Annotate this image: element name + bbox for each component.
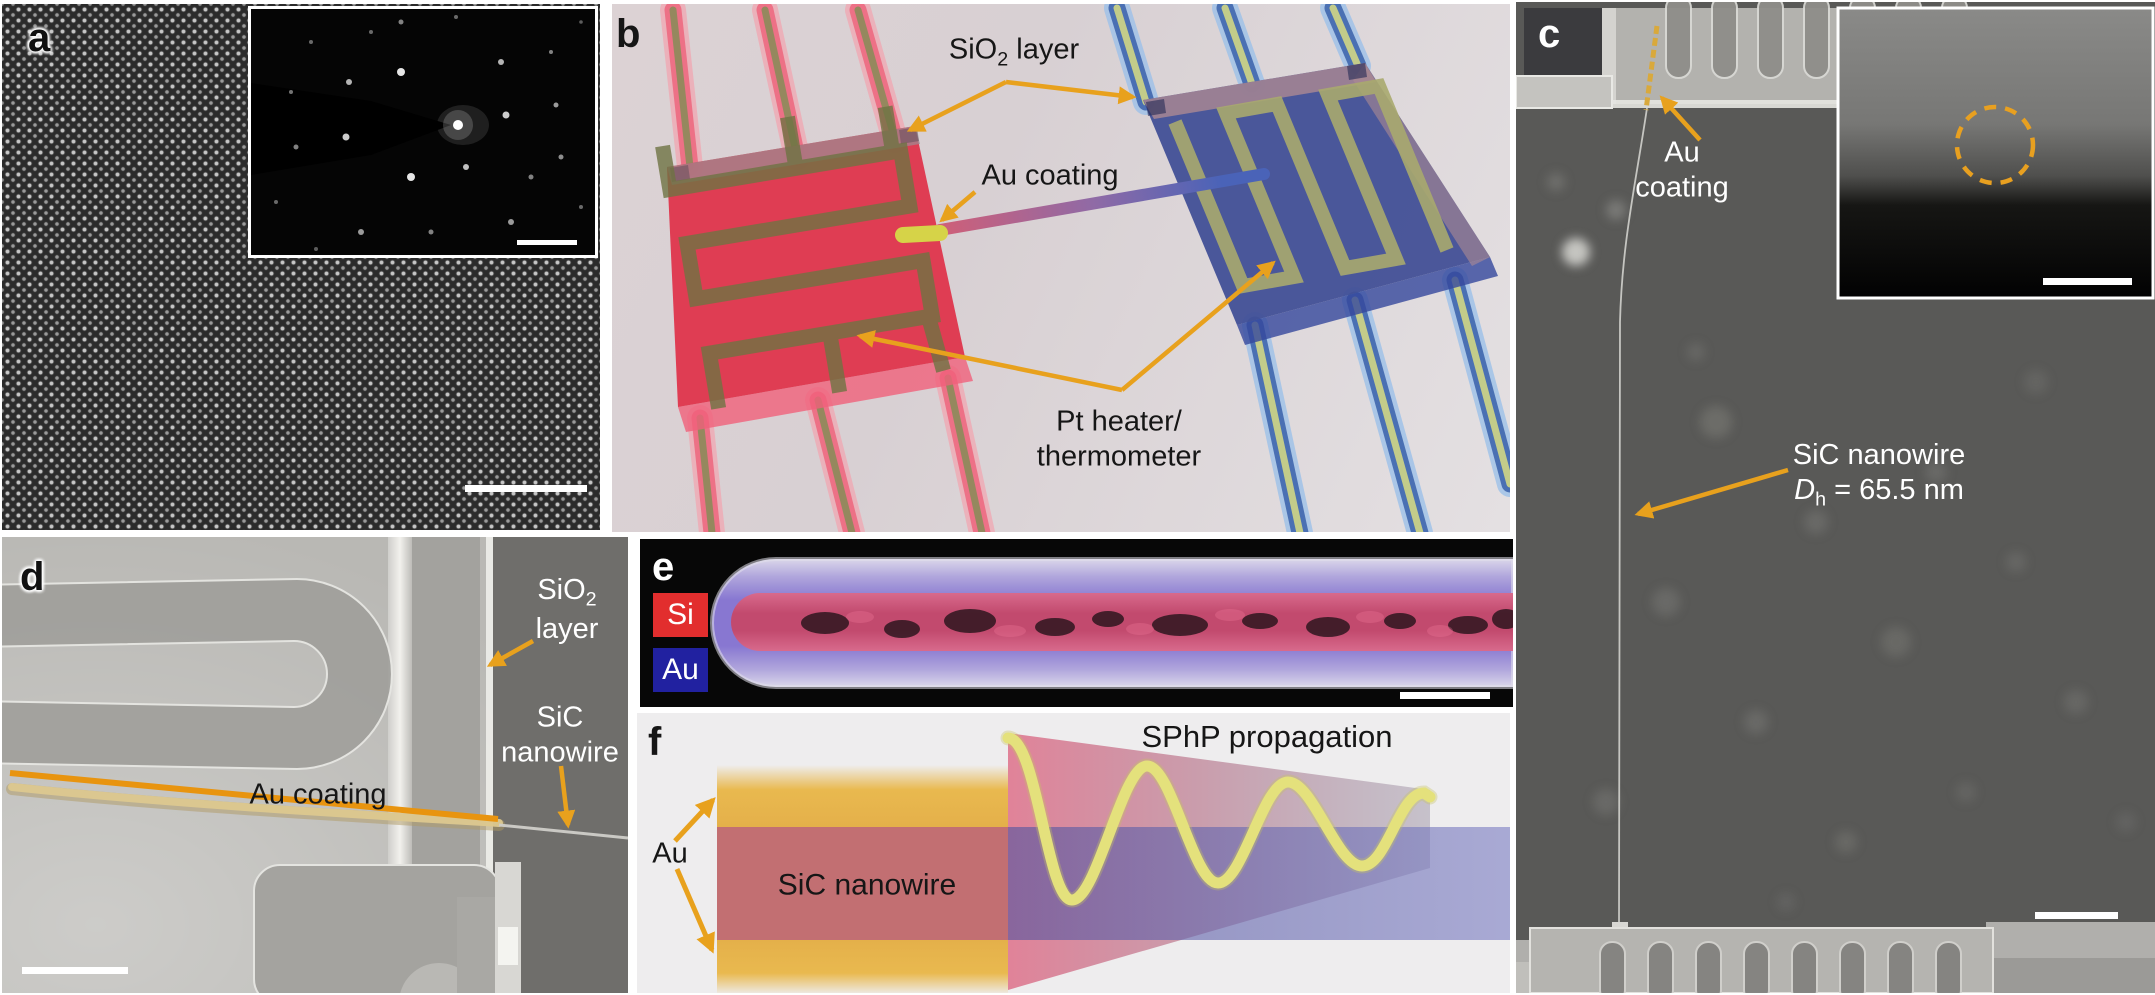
au-coating-arrow: [939, 190, 977, 223]
panel-c-illustration: [1516, 2, 2155, 993]
panel-e-illustration: [710, 557, 1513, 699]
au-coating-arrow: [1659, 95, 1702, 142]
panel-b-letter: b: [616, 12, 641, 56]
au-sic-au-bar: [717, 765, 1008, 993]
panel-d-letter: d: [20, 555, 45, 599]
sic-nanowire-label: SiC nanowire: [501, 701, 619, 769]
panel-f-letter: f: [648, 720, 662, 764]
au-label: Au: [652, 837, 688, 870]
panel-a-scale-bar: [465, 485, 587, 492]
panel-d-scale-bar: [22, 967, 128, 974]
annotation-arrows: [486, 639, 576, 829]
sphp-propagation-title: SPhP propagation: [1141, 719, 1393, 755]
annotation-arrows: [856, 79, 1276, 393]
diffraction-dots: [251, 15, 583, 251]
suspended-nanowire: [895, 168, 1270, 243]
sio2-layer-label: SiO2 layer: [948, 33, 1080, 71]
bright-particle: [1562, 238, 1590, 266]
sic-nanowire-thin: [498, 823, 628, 840]
nanowire-closeup-inset: [1836, 6, 2155, 300]
au-arrow-bottom: [674, 868, 715, 954]
panel-e-letter: e: [652, 545, 675, 589]
legend-si: Si: [653, 593, 708, 637]
panel-f-sphp-schematic: f SPhP propagation Au SiC nanowire: [637, 713, 1510, 993]
panel-d-illustration: [2, 537, 628, 993]
au-arrow-top: [673, 797, 716, 843]
inset-scale-bar: [2043, 278, 2132, 285]
bottom-structures: [253, 862, 521, 993]
red-pt-heater-serpentine: [655, 105, 951, 410]
gold-coated-segment: [895, 225, 948, 243]
panel-b-device-schematic: b SiO2 layer Au coating Pt heater/ therm…: [612, 4, 1510, 532]
au-bottom-band: [717, 940, 1008, 993]
core-pink-speckle: [846, 609, 1453, 637]
au-coating-label: Au coating: [981, 159, 1119, 192]
annotation-arrows: [673, 797, 716, 954]
sem-background-speckle: [1547, 173, 2136, 911]
legend-au: Au: [653, 648, 708, 692]
sic-arrow: [557, 765, 576, 829]
panel-c-scale-bar: [2035, 912, 2118, 919]
sio2-layer-label: SiO2 layer: [535, 573, 599, 645]
sio2-arrow: [486, 639, 535, 667]
panel-e-eds-map: e Si Au: [640, 539, 1513, 707]
heater-hairpin-arm: [2, 577, 393, 771]
annotation-arrows: [1634, 95, 1789, 519]
pt-heater-thermometer-label: Pt heater/ thermometer: [1036, 405, 1202, 473]
sic-nanowire-label: SiC nanowire: [777, 868, 957, 902]
au-coated-wire: [6, 770, 505, 831]
blue-device-legs: [1104, 4, 1510, 532]
sic-nanowire-arrow: [1634, 467, 1789, 519]
au-coating-label: Au coating: [1635, 136, 1729, 204]
dashed-circle-highlight: [1954, 104, 2036, 186]
sio2-arrow-left: [906, 79, 1008, 133]
bottom-heater-membrane: [1516, 922, 2155, 993]
panel-e-scale-bar: [1400, 692, 1490, 699]
panel-c-sem-image: c Au coating SiC nanowire Dh = 65.5 nm: [1516, 2, 2155, 993]
beam-stop: [251, 83, 451, 175]
sic-core-band: [717, 827, 1008, 940]
red-device-legs: [660, 4, 995, 532]
sio2-edge-line: [486, 537, 493, 993]
au-top-band: [717, 765, 1008, 827]
pt-heater-arrow-right: [1120, 260, 1276, 392]
au-coating-label: Au coating: [249, 778, 387, 811]
orange-highlight-line: [9, 770, 499, 822]
panel-b-illustration: [655, 4, 1510, 532]
panel-a-letter: a: [28, 16, 51, 60]
sio2-arrow-right: [1005, 79, 1137, 105]
diffraction-pattern-inset: [248, 6, 598, 258]
sic-nanowire-label: SiC nanowire Dh = 65.5 nm: [1792, 438, 1966, 512]
blue-pt-heater-serpentine: [1168, 78, 1454, 294]
pt-heater-arrow-left: [856, 330, 1123, 393]
panel-d-sem-image: d Au coating SiO2 layer SiC nanowire: [2, 537, 628, 993]
panel-f-illustration: [673, 730, 1510, 993]
inset-scale-bar: [517, 240, 577, 245]
gold-coated-wire-top: [1643, 25, 1660, 111]
blue-membrane: [1143, 63, 1498, 345]
panel-c-letter: c: [1538, 12, 1561, 56]
sphp-wave: [1000, 730, 1438, 908]
panel-a-tem-image: a: [2, 4, 600, 530]
red-membrane: [655, 105, 973, 432]
core-dark-patches: [801, 609, 1513, 638]
